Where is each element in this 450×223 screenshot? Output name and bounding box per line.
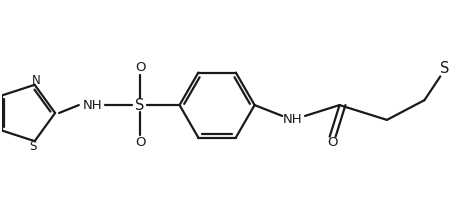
- Text: S: S: [440, 61, 449, 76]
- Text: O: O: [135, 136, 145, 149]
- Text: O: O: [327, 136, 338, 149]
- Text: N: N: [32, 74, 41, 87]
- Text: O: O: [135, 61, 145, 74]
- Text: NH: NH: [282, 113, 302, 126]
- Text: S: S: [29, 140, 36, 153]
- Text: NH: NH: [83, 99, 103, 112]
- Text: S: S: [135, 98, 145, 113]
